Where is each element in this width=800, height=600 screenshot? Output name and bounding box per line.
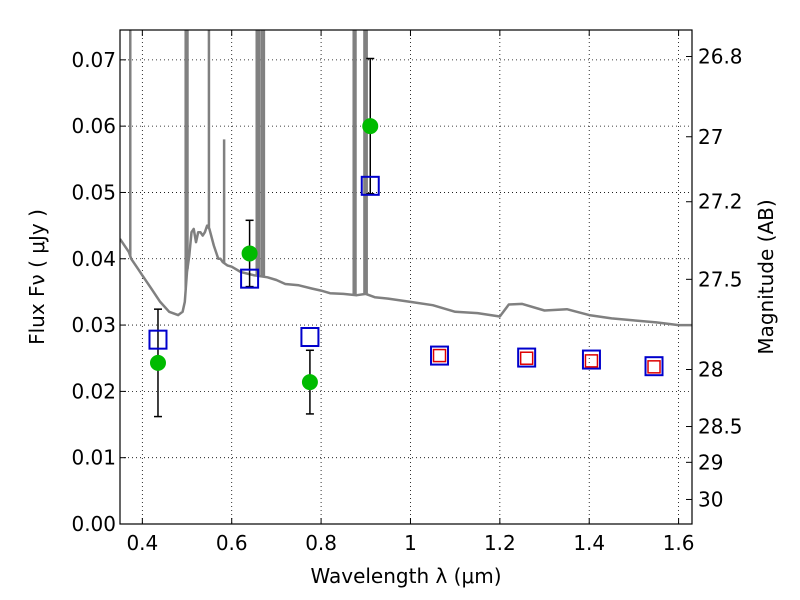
y2-axis-label: Magnitude (AB) bbox=[754, 199, 778, 354]
plot-frame bbox=[119, 29, 693, 525]
grid bbox=[120, 30, 692, 525]
model-flux-square bbox=[517, 347, 537, 368]
model-flux-square bbox=[581, 349, 601, 370]
y2-tick-label: 28.5 bbox=[698, 415, 743, 439]
x-tick-label: 0.4 bbox=[126, 531, 158, 555]
model-flux-square bbox=[148, 329, 168, 350]
y-tick-label: 0.04 bbox=[71, 247, 116, 271]
y2-tick-label: 28 bbox=[698, 358, 723, 382]
y-tick-label: 0.03 bbox=[71, 313, 116, 337]
model-flux-square bbox=[644, 356, 664, 377]
model-flux-square bbox=[430, 345, 450, 366]
model-flux-square bbox=[360, 175, 380, 196]
synthetic-flux-square bbox=[647, 360, 661, 374]
y2-tick-label: 27 bbox=[698, 125, 723, 149]
observed-flux-point bbox=[149, 354, 166, 371]
observed-flux-point bbox=[301, 374, 318, 391]
observed-flux-point bbox=[362, 118, 379, 135]
y-tick-label: 0.07 bbox=[71, 48, 116, 72]
y2-tick-label: 26.8 bbox=[698, 45, 743, 69]
y-tick-label: 0.05 bbox=[71, 180, 116, 204]
x-tick-label: 0.8 bbox=[305, 531, 337, 555]
x-tick-label: 0.6 bbox=[216, 531, 248, 555]
observed-flux-point bbox=[241, 245, 258, 262]
y-tick-label: 0.01 bbox=[71, 446, 116, 470]
ticks: 0.4 0.6 0.8 1 1.2 1.4 1.6 0.00 0.01 0.02 0.03 0.04 0… bbox=[71, 30, 743, 555]
x-tick-label: 1.6 bbox=[663, 531, 695, 555]
x-tick-label: 1.4 bbox=[573, 531, 605, 555]
model-spectrum-line bbox=[120, 224, 692, 327]
y2-tick-label: 29 bbox=[698, 450, 723, 474]
synthetic-flux-square bbox=[519, 351, 534, 365]
x-axis-label: Wavelength λ (μm) bbox=[310, 564, 501, 588]
x-tick-label: 1 bbox=[404, 531, 417, 555]
y-tick-label: 0.00 bbox=[71, 512, 116, 536]
plot-data bbox=[120, 30, 692, 418]
model-flux-square bbox=[300, 327, 320, 348]
y-axis-label: Flux Fν ( μJy ) bbox=[25, 209, 49, 345]
synthetic-flux-square bbox=[432, 348, 447, 363]
x-tick-label: 1.2 bbox=[484, 531, 516, 555]
y2-tick-label: 30 bbox=[698, 487, 723, 511]
model-flux-square bbox=[240, 268, 260, 289]
y2-tick-label: 27.5 bbox=[698, 267, 743, 291]
y2-tick-label: 27.2 bbox=[698, 190, 743, 214]
y-tick-label: 0.06 bbox=[71, 114, 116, 138]
synthetic-flux-square bbox=[584, 354, 599, 368]
y-tick-label: 0.02 bbox=[71, 379, 116, 403]
